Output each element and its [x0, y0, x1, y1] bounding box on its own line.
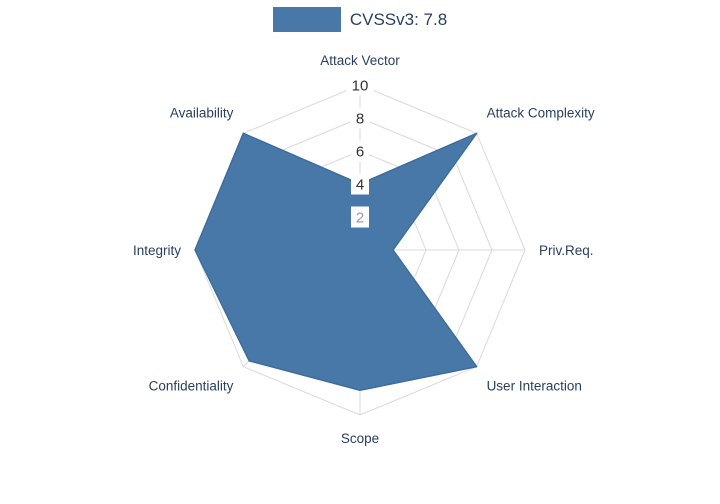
axis-label-availability: Availability	[170, 105, 234, 120]
legend-swatch[interactable]	[272, 7, 341, 32]
tick-label-bg	[351, 107, 369, 129]
axis-label-attack-vector: Attack Vector	[320, 53, 400, 68]
axis-label-scope: Scope	[341, 431, 379, 446]
radial-tick-label: 8	[356, 111, 364, 128]
tick-label-bg	[346, 74, 374, 96]
tick-label-bg	[351, 173, 369, 195]
tick-label-bg	[351, 206, 369, 228]
radar-series-polygon	[194, 132, 478, 391]
axis-label-user-interaction: User Interaction	[487, 379, 582, 394]
chart-legend[interactable]: CVSSv3: 7.8	[0, 7, 720, 32]
radial-tick-label: 4	[356, 177, 364, 194]
tick-label-bg	[351, 140, 369, 162]
axis-label-integrity: Integrity	[133, 243, 181, 258]
legend-label[interactable]: CVSSv3: 7.8	[349, 9, 448, 29]
radial-tick-label: 2	[356, 210, 364, 227]
axis-label-attack-complexity: Attack Complexity	[487, 105, 595, 120]
axis-label-priv-req: Priv.Req.	[539, 243, 594, 258]
axis-label-confidentiality: Confidentiality	[149, 379, 234, 394]
radial-tick-label: 6	[356, 144, 364, 161]
radial-tick-label: 10	[352, 78, 369, 95]
